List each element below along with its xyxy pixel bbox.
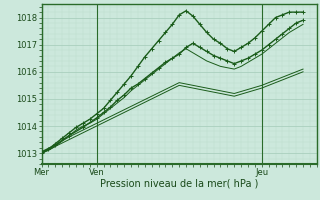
X-axis label: Pression niveau de la mer( hPa ): Pression niveau de la mer( hPa ) (100, 179, 258, 189)
